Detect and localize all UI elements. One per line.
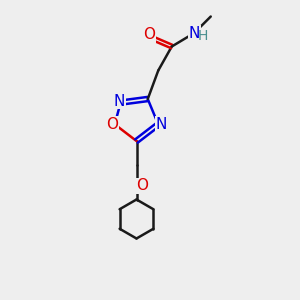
Text: N: N <box>155 117 167 132</box>
Text: O: O <box>143 27 155 42</box>
Text: O: O <box>106 117 118 132</box>
Text: N: N <box>189 26 200 40</box>
Text: O: O <box>136 178 148 194</box>
Text: N: N <box>113 94 125 109</box>
Text: H: H <box>197 29 208 43</box>
